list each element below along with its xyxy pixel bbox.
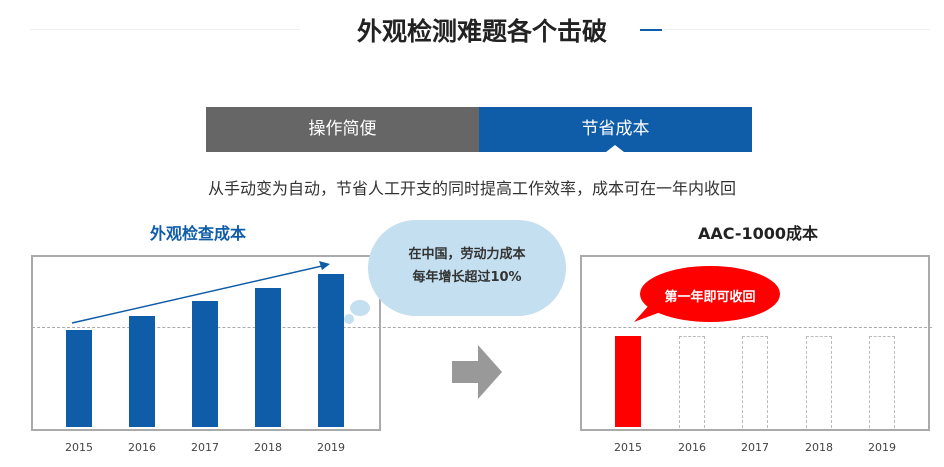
placeholder-bar-2017 bbox=[742, 335, 768, 428]
bar-2018 bbox=[255, 288, 281, 427]
x-tick-label: 2016 bbox=[678, 441, 706, 454]
placeholder-bar-2016 bbox=[679, 335, 705, 428]
x-tick-label: 2015 bbox=[614, 441, 642, 454]
bubble-callout-text: 第一年即可收回 bbox=[664, 290, 756, 305]
reference-line bbox=[32, 327, 932, 328]
cloud-callout bbox=[368, 220, 566, 316]
bar-2017 bbox=[192, 300, 218, 427]
bar-2019 bbox=[318, 273, 344, 427]
cloud-puff bbox=[344, 314, 354, 324]
placeholder-bar-2019 bbox=[869, 335, 895, 428]
arrow-right-icon bbox=[452, 345, 502, 399]
placeholder-bar-2018 bbox=[806, 335, 832, 428]
bar-2016 bbox=[129, 316, 155, 427]
tab-cost-saving[interactable]: 节省成本 bbox=[479, 107, 752, 152]
cloud-callout-text: 在中国，劳动力成本 每年增长超过10% bbox=[368, 243, 566, 289]
x-tick-label: 2016 bbox=[128, 441, 156, 454]
trend-arrow-icon bbox=[71, 261, 330, 324]
x-tick-label: 2018 bbox=[254, 441, 282, 454]
right-chart-frame bbox=[580, 255, 930, 431]
x-tick-label: 2019 bbox=[868, 441, 896, 454]
page-title: 外观检测难题各个击破 bbox=[300, 12, 664, 48]
x-tick-label: 2017 bbox=[741, 441, 769, 454]
right-chart-title: AAC-1000成本 bbox=[698, 224, 819, 243]
x-tick-label: 2017 bbox=[191, 441, 219, 454]
bubble-callout bbox=[640, 266, 780, 322]
cloud-line-2: 每年增长超过10% bbox=[412, 270, 522, 285]
active-tab-indicator bbox=[606, 145, 624, 152]
x-tick-label: 2015 bbox=[65, 441, 93, 454]
cloud-puff bbox=[350, 300, 370, 316]
x-tick-label: 2019 bbox=[317, 441, 345, 454]
x-tick-label: 2018 bbox=[805, 441, 833, 454]
title-dash-right bbox=[640, 29, 662, 31]
bar-2015 bbox=[615, 335, 641, 427]
cloud-line-1: 在中国，劳动力成本 bbox=[408, 247, 526, 262]
left-chart-frame bbox=[31, 255, 381, 431]
section-description: 从手动变为自动，节省人工开支的同时提高工作效率，成本可在一年内收回 bbox=[207, 179, 736, 198]
tab-easy-operation[interactable]: 操作简便 bbox=[206, 107, 479, 152]
bar-2015 bbox=[66, 330, 92, 427]
left-chart-title: 外观检查成本 bbox=[150, 224, 247, 243]
